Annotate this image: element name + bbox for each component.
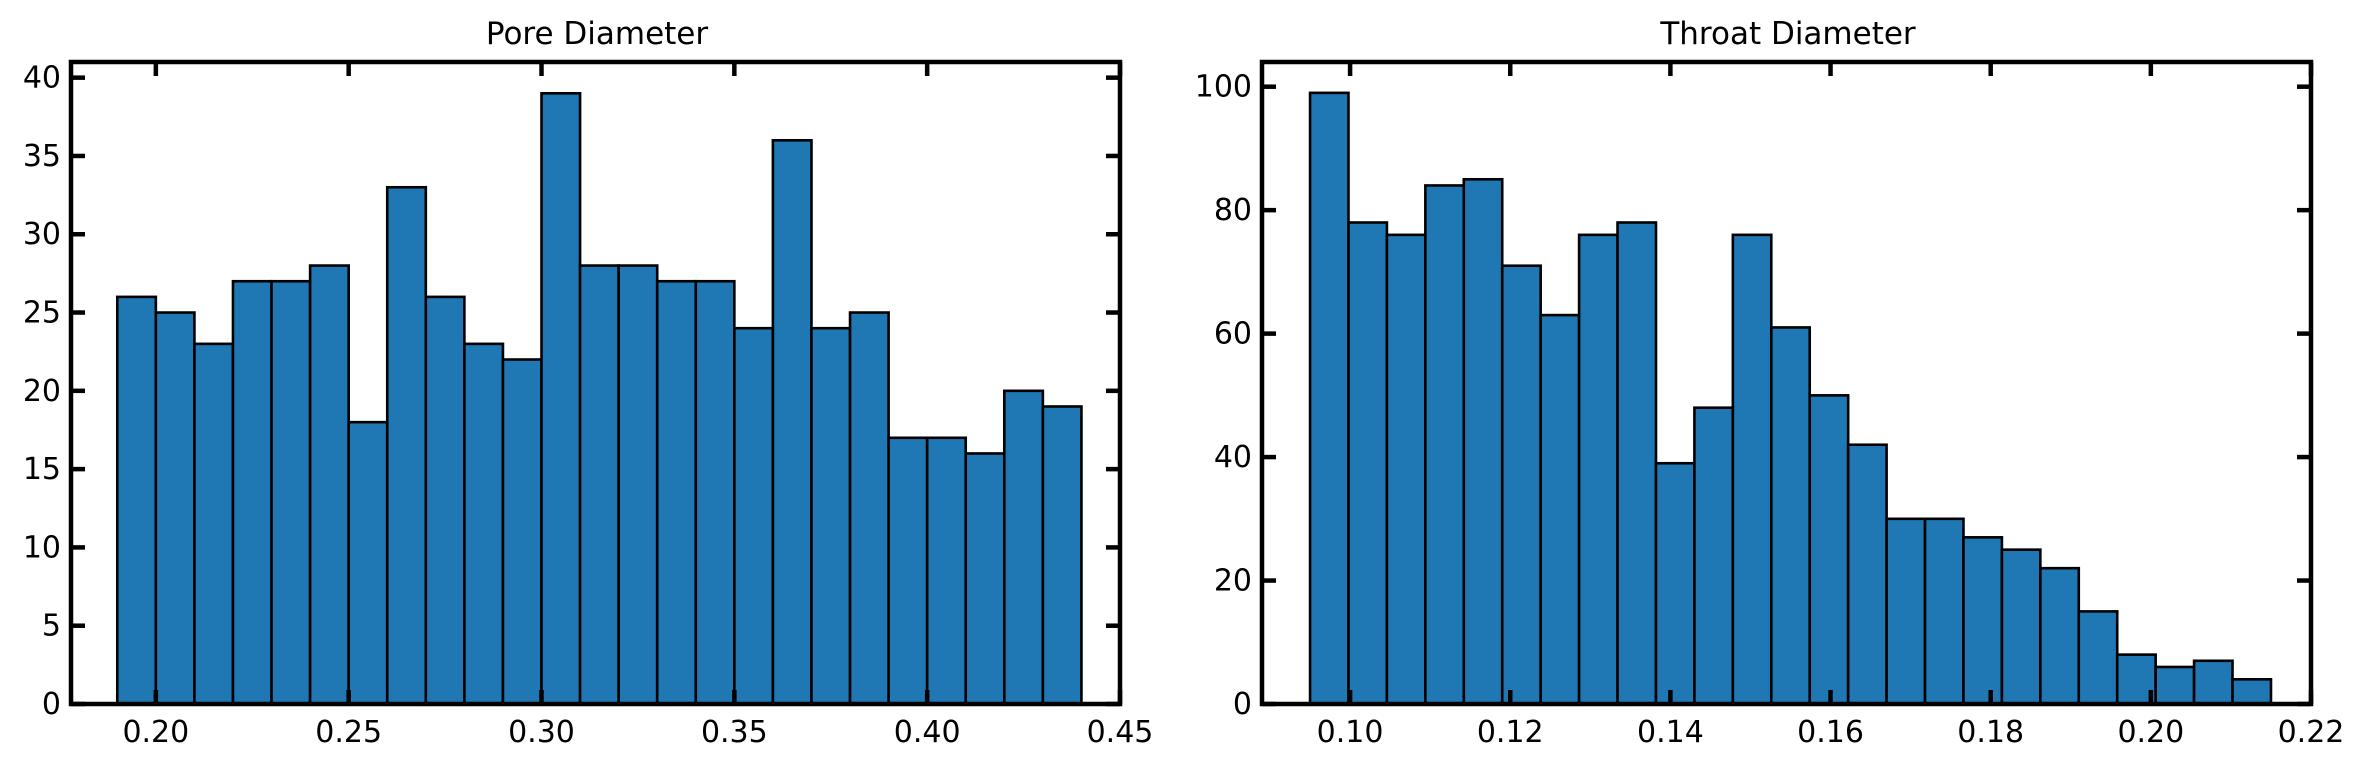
throat-diameter-chart: Throat Diameter 0.10 0.12 0.14 0.16 0.18 0.20…	[1195, 16, 2345, 750]
histogram-bar	[231, 279, 273, 706]
y-tick-label: 15	[23, 452, 61, 487]
x-tick-label: 0.10	[1317, 715, 1384, 750]
histogram-bar	[733, 326, 775, 706]
histogram-bar	[193, 342, 235, 706]
histogram-bar	[501, 358, 543, 706]
x-tick-label: 0.22	[2278, 715, 2345, 750]
histogram-bar	[2154, 665, 2196, 706]
y-tick-label: 40	[23, 61, 61, 96]
axes-frame	[68, 59, 1123, 707]
histogram-bar	[2000, 548, 2042, 706]
histogram-bar	[925, 436, 968, 706]
histogram-bar	[540, 92, 582, 706]
histogram-bar	[887, 436, 929, 706]
chart-title: Throat Diameter	[1659, 16, 1916, 52]
x-tick-label: 0.16	[1797, 715, 1864, 750]
histogram-bar	[1808, 394, 1850, 706]
histogram-bar	[347, 420, 389, 706]
histogram-bar	[1539, 313, 1581, 706]
histogram-bar	[1347, 221, 1389, 706]
y-tick-label: 0	[42, 687, 61, 722]
y-tick-label: 60	[1214, 317, 1252, 352]
y-tick-label: 40	[1214, 440, 1252, 475]
x-tick-label: 0.25	[315, 715, 382, 750]
histogram-bar	[964, 452, 1006, 706]
histogram-bar	[1500, 264, 1542, 706]
y-tick-label: 10	[23, 530, 61, 565]
histogram-bar	[1308, 91, 1350, 706]
x-tick-label: 0.40	[894, 715, 961, 750]
histogram-bar	[578, 264, 620, 706]
histogram-bar	[655, 279, 698, 706]
histogram-bar	[848, 311, 890, 706]
histogram-bar	[1693, 406, 1735, 706]
histogram-bar	[1731, 233, 1773, 706]
histogram-bar	[1424, 184, 1466, 706]
histogram-bar	[463, 342, 505, 706]
histogram-bar	[1654, 461, 1696, 706]
y-tick-label: 100	[1195, 70, 1252, 105]
y-tick-label: 25	[23, 296, 61, 331]
y-tick-label: 80	[1214, 193, 1252, 228]
histogram-bar	[308, 264, 350, 706]
histogram-bar	[1616, 221, 1658, 706]
y-tick-label: 20	[23, 374, 61, 409]
bars	[1308, 91, 2273, 706]
histogram-bar	[2192, 659, 2234, 706]
histogram-bar	[1462, 177, 1504, 706]
chart-title: Pore Diameter	[486, 16, 709, 52]
histogram-bar	[154, 311, 196, 706]
x-tick-label: 0.30	[508, 715, 575, 750]
histogram-bar	[385, 185, 428, 706]
histogram-bar	[1041, 405, 1083, 706]
histogram-bar	[1769, 326, 1812, 706]
histogram-bar	[1385, 233, 1427, 706]
x-tick-label: 0.14	[1637, 715, 1704, 750]
histogram-bar	[1846, 443, 1888, 706]
histogram-bar	[1577, 233, 1619, 706]
histogram-bar	[424, 295, 466, 706]
histogram-bar	[1962, 536, 2004, 706]
histogram-bar	[617, 264, 659, 706]
histogram-bar	[1923, 517, 1965, 706]
histogram-bar	[1002, 389, 1045, 706]
histogram-bar	[2077, 610, 2119, 706]
y-tick-label: 5	[42, 609, 61, 644]
histogram-bar	[115, 295, 158, 706]
y-tick-label: 0	[1233, 687, 1252, 722]
axes: 0.10 0.12 0.14 0.16 0.18 0.20 0.22 0 20 40 60 80 100	[1195, 59, 2345, 750]
bars	[115, 92, 1083, 706]
histogram-bar	[2039, 566, 2081, 706]
x-tick-label: 0.12	[1477, 715, 1544, 750]
x-tick-label: 0.45	[1087, 715, 1154, 750]
x-tick-label: 0.20	[122, 715, 189, 750]
x-tick-label: 0.18	[1957, 715, 2024, 750]
histogram-bar	[771, 138, 813, 706]
axes-frame	[1259, 59, 2314, 707]
pore-diameter-chart: Pore Diameter 0.20 0.25 0.30 0.35 0.40 0.45 0 5…	[23, 16, 1154, 750]
x-tick-label: 0.20	[2117, 715, 2184, 750]
y-tick-label: 30	[23, 217, 61, 252]
histogram-bar	[2231, 678, 2273, 706]
histogram-bar	[1885, 517, 1927, 706]
histogram-bar	[694, 279, 736, 706]
x-tick-label: 0.35	[701, 715, 768, 750]
y-tick-label: 35	[23, 139, 61, 174]
y-tick-label: 20	[1214, 564, 1252, 599]
histogram-bar	[810, 326, 852, 706]
axes: 0.20 0.25 0.30 0.35 0.40 0.45 0 5 10 15 20 25 30 35 40	[23, 59, 1154, 750]
histogram-bar	[270, 279, 312, 706]
